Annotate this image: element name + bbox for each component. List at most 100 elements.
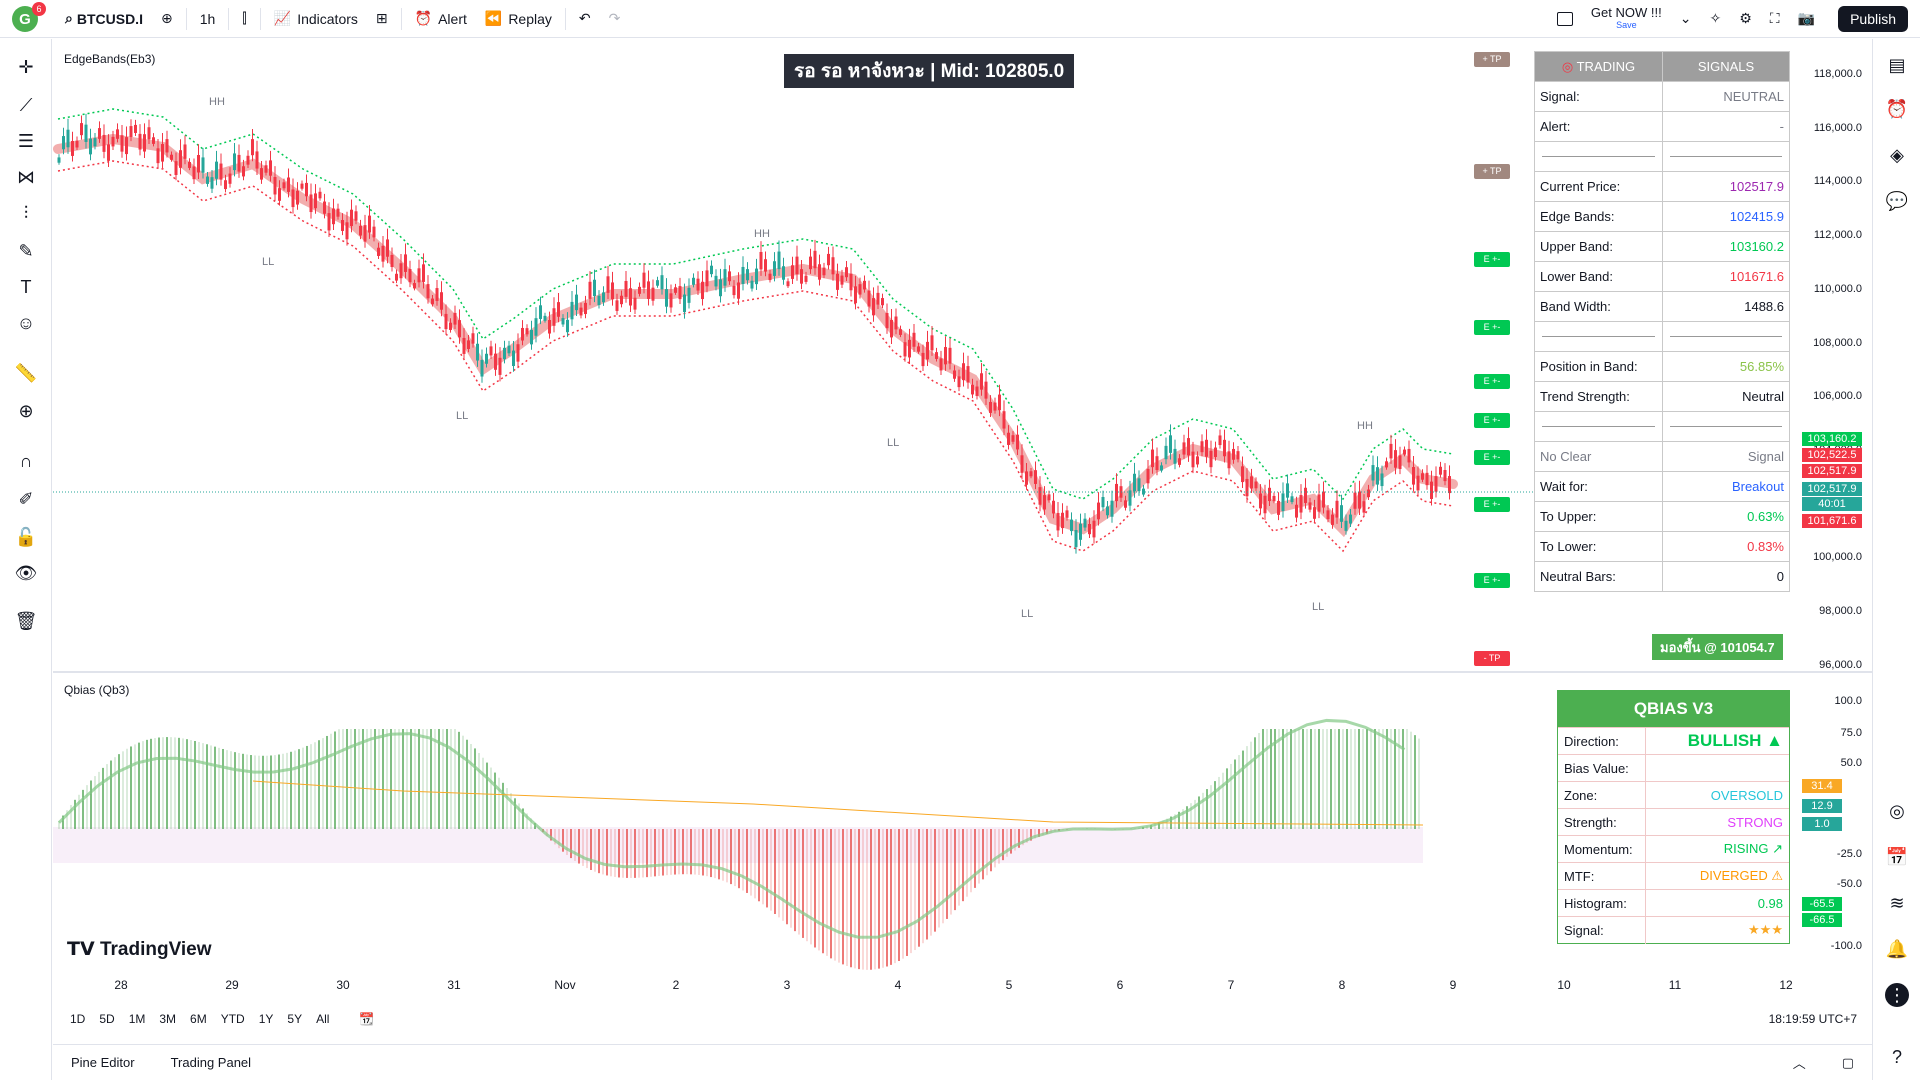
crosshair-icon[interactable]: ✛: [18, 57, 34, 77]
publish-button[interactable]: Publish: [1838, 6, 1908, 32]
chart-canvas[interactable]: [53, 39, 1872, 989]
candle-body: [179, 150, 182, 168]
target-icon[interactable]: ◎: [1889, 801, 1905, 821]
candle-body: [305, 182, 308, 197]
eye-icon[interactable]: 👁: [14, 563, 38, 583]
candle-body: [503, 347, 506, 360]
trash-icon[interactable]: 🗑: [14, 611, 38, 631]
broadcast-icon[interactable]: ≋: [1889, 893, 1905, 913]
price-tick: 98,000.0: [1819, 605, 1862, 617]
quick-search-button[interactable]: ✧: [1700, 0, 1730, 38]
settings-button[interactable]: ⚙: [1730, 0, 1761, 38]
help-icon[interactable]: ?: [1891, 1047, 1902, 1067]
candle-body: [161, 144, 164, 162]
clock[interactable]: 18:19:59 UTC+7: [1768, 1012, 1857, 1026]
tab-pine-editor[interactable]: Pine Editor: [71, 1055, 135, 1070]
chat-icon[interactable]: 💬: [1885, 191, 1909, 211]
lock-icon[interactable]: 🔓: [14, 527, 38, 547]
alert-button[interactable]: ⏰ Alert: [414, 10, 467, 27]
indicators-button[interactable]: 📈 Indicators: [273, 10, 358, 27]
price-pill: 101,671.6: [1802, 514, 1862, 528]
qbias-tick: -50.0: [1836, 878, 1862, 890]
range-button[interactable]: 5Y: [287, 1012, 303, 1026]
templates-button[interactable]: ⊞: [367, 0, 397, 38]
candle-body: [386, 239, 389, 257]
signals-row: Alert: -: [1534, 111, 1790, 142]
tab-trading-panel[interactable]: Trading Panel: [170, 1055, 252, 1070]
candle-body: [188, 162, 191, 168]
candle-body: [1124, 500, 1127, 508]
candle-body: [1344, 520, 1348, 531]
layers-icon[interactable]: ◈: [1890, 145, 1904, 165]
candle-body: [723, 269, 727, 286]
magnet-icon[interactable]: ∩: [19, 451, 33, 471]
ruler-icon[interactable]: 📏: [14, 363, 38, 383]
undo-button[interactable]: ↶: [570, 0, 600, 38]
pattern-icon[interactable]: ⋈: [17, 167, 35, 187]
goto-date-button[interactable]: 📆: [352, 1012, 381, 1026]
range-button[interactable]: 6M: [190, 1012, 207, 1026]
candle-body: [453, 312, 457, 325]
candle-body: [881, 298, 884, 306]
zoom-icon[interactable]: ⊕: [18, 401, 34, 421]
chevron-down-icon[interactable]: ⌄: [1679, 10, 1692, 26]
edgebands-label[interactable]: EdgeBands(Eb3): [64, 52, 156, 66]
redo-button[interactable]: ↷: [600, 0, 630, 38]
calendar-icon[interactable]: 📅: [1885, 847, 1909, 867]
qbias-pill: 12.9: [1802, 799, 1842, 813]
time-tick: 29: [225, 978, 239, 992]
maximize-icon[interactable]: ▢: [1841, 1054, 1854, 1070]
candle-body: [269, 160, 272, 176]
replay-button[interactable]: ⏪ Replay: [484, 10, 552, 27]
signals-header-left: ◎ TRADING: [1534, 51, 1663, 82]
signals-row-value: -: [1662, 111, 1790, 142]
candle-body: [1304, 487, 1307, 503]
range-button[interactable]: 1M: [128, 1012, 146, 1026]
qbias-label[interactable]: Qbias (Qb3): [64, 683, 130, 697]
range-button[interactable]: 1D: [70, 1012, 86, 1026]
candle-body: [462, 337, 466, 354]
snapshot-button[interactable]: 📷: [1789, 0, 1824, 38]
range-button[interactable]: All: [316, 1012, 330, 1026]
range-button[interactable]: YTD: [220, 1012, 245, 1026]
trend-line-icon[interactable]: ⟋: [19, 95, 33, 115]
candle-body: [1083, 518, 1087, 528]
alarm-plus-icon: ⏰: [414, 10, 433, 26]
brush-icon[interactable]: ✎: [18, 241, 34, 261]
range-button[interactable]: 5D: [99, 1012, 115, 1026]
candle-body: [354, 211, 358, 221]
candle-body: [989, 401, 992, 413]
swing-label: HH: [754, 228, 770, 240]
candle-body: [530, 329, 533, 345]
lock-drawing-icon[interactable]: ✐: [18, 489, 34, 509]
candle-body: [975, 386, 979, 396]
candle-body: [710, 265, 713, 275]
candle-body: [521, 327, 524, 341]
fullscreen-button[interactable]: ⛶: [1761, 0, 1789, 38]
candle-body: [75, 140, 79, 148]
watchlist-icon[interactable]: ▤: [1888, 55, 1906, 75]
chart-type-button[interactable]: ⫿: [233, 0, 255, 38]
forecast-icon[interactable]: ⫶: [23, 203, 29, 223]
symbol-search-button[interactable]: ⌕ BTCUSD.I: [65, 10, 143, 27]
bell-icon[interactable]: 🔔: [1885, 939, 1909, 959]
fib-icon[interactable]: ☰: [17, 131, 35, 151]
compare-button[interactable]: ⊕: [152, 0, 182, 38]
range-button[interactable]: 3M: [159, 1012, 177, 1026]
candle-body: [854, 286, 857, 304]
promo-button[interactable]: Get NOW !!! Save: [1590, 4, 1662, 30]
magic-icon: ✧: [1709, 10, 1722, 26]
signals-row-key: Neutral Bars:: [1534, 561, 1663, 592]
candle-body: [926, 341, 929, 360]
collapse-icon[interactable]: ︿: [1792, 1056, 1806, 1071]
text-icon[interactable]: T: [20, 277, 32, 297]
candle-body: [1331, 514, 1334, 525]
candle-body: [183, 144, 187, 159]
emoji-icon[interactable]: ☺: [16, 313, 36, 333]
candle-body: [359, 225, 362, 236]
alarm-icon[interactable]: ⏰: [1885, 99, 1909, 119]
interval-button[interactable]: 1h: [199, 10, 216, 27]
range-button[interactable]: 1Y: [258, 1012, 274, 1026]
apps-icon[interactable]: ⋮: [1885, 983, 1909, 1007]
layout-toggle[interactable]: [1548, 0, 1582, 38]
